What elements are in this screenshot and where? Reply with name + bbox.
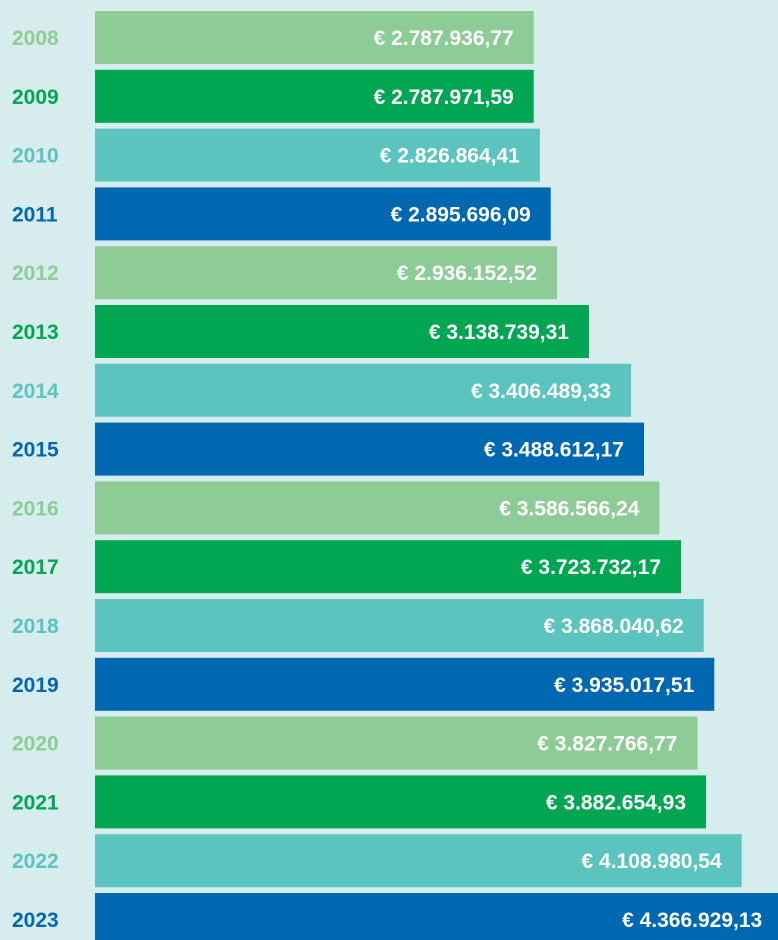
value-label: € 3.935.017,51 [554, 674, 694, 697]
y-tick-label: 2013 [12, 321, 59, 344]
bar [95, 305, 589, 358]
value-label: € 3.827.766,77 [537, 733, 677, 756]
y-tick-label: 2020 [12, 733, 59, 756]
y-tick-label: 2014 [12, 380, 59, 403]
y-tick-label: 2011 [12, 203, 58, 226]
value-label: € 3.488.612,17 [484, 439, 624, 462]
value-label: € 3.138.739,31 [429, 321, 569, 344]
y-tick-label: 2023 [12, 909, 59, 932]
value-label: € 4.108.980,54 [582, 850, 722, 873]
bar [95, 481, 660, 535]
bar [95, 11, 534, 64]
bar [95, 540, 682, 594]
bar [95, 599, 704, 652]
value-label: € 3.723.732,17 [521, 556, 661, 579]
bar [95, 187, 551, 241]
bar [95, 893, 778, 940]
y-tick-label: 2019 [12, 674, 59, 697]
y-tick-label: 2008 [12, 27, 59, 50]
bar [95, 775, 707, 829]
value-label: € 2.895.696,09 [391, 203, 531, 226]
value-label: € 3.882.654,93 [546, 791, 686, 814]
value-label: € 3.868.040,62 [544, 615, 684, 638]
value-label: € 4.366.929,13 [622, 909, 762, 932]
y-tick-label: 2016 [12, 497, 59, 520]
value-label: € 2.787.971,59 [374, 86, 514, 109]
value-label: € 2.936.152,52 [397, 262, 537, 285]
bar [95, 422, 645, 476]
value-label: € 2.787.936,77 [374, 27, 514, 50]
bar [95, 657, 715, 711]
bar [95, 716, 698, 770]
bar [95, 128, 540, 182]
y-tick-label: 2017 [12, 556, 59, 579]
bar [95, 69, 534, 123]
bar [95, 834, 742, 888]
value-label: € 3.406.489,33 [471, 380, 611, 403]
value-label: € 3.586.566,24 [499, 497, 639, 520]
y-tick-label: 2021 [12, 791, 59, 814]
y-tick-label: 2022 [12, 850, 59, 873]
y-tick-label: 2010 [12, 145, 59, 168]
y-tick-label: 2012 [12, 262, 59, 285]
y-tick-label: 2018 [12, 615, 59, 638]
value-label: € 2.826.864,41 [380, 145, 520, 168]
bar [95, 363, 632, 417]
y-tick-label: 2009 [12, 86, 59, 109]
bar [95, 246, 558, 300]
y-tick-label: 2015 [12, 439, 59, 462]
